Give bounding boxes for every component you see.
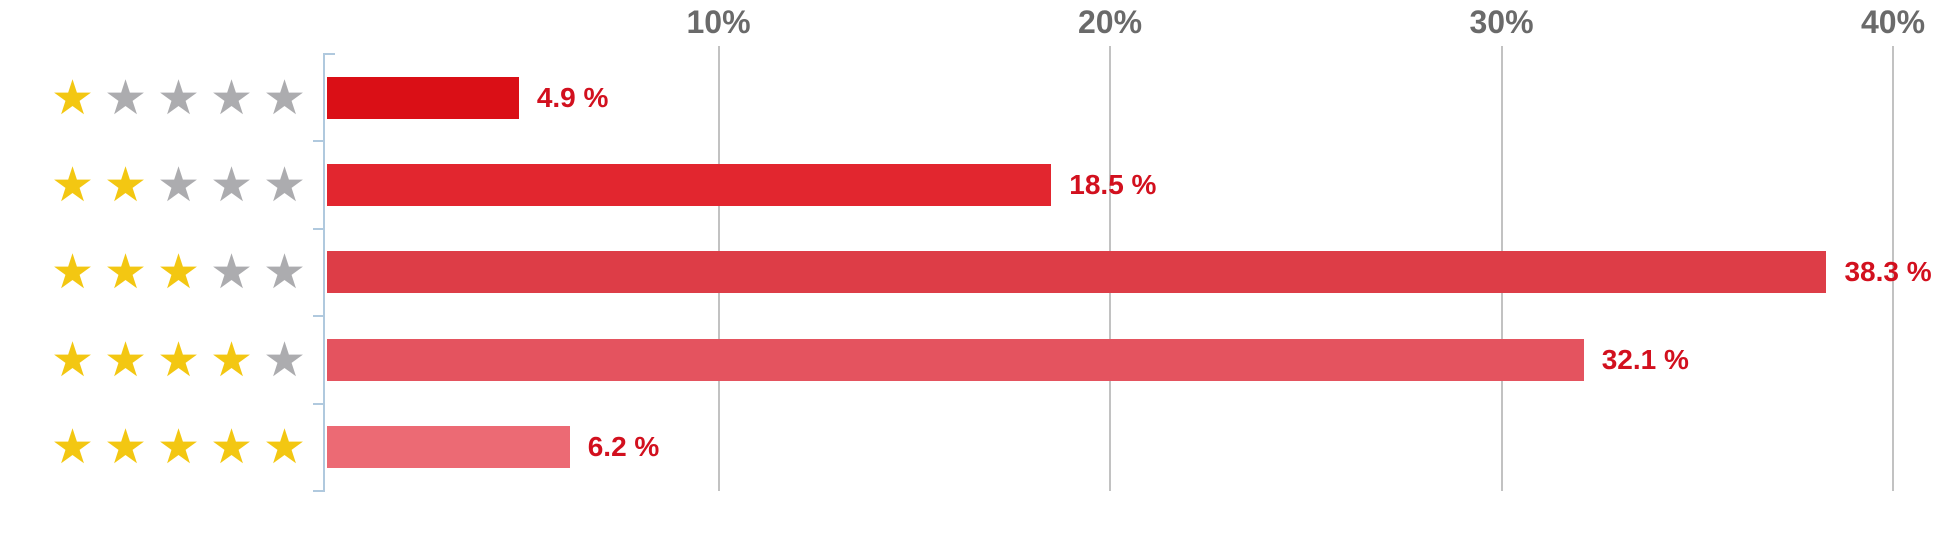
rating-row: ★ ★ ★ ★ ★ 32.1 % — [0, 316, 1950, 403]
star-filled-icon: ★ — [209, 331, 254, 388]
rating-row: ★ ★ ★ ★ ★ 38.3 % — [0, 229, 1950, 316]
star-rating: ★ ★ ★ ★ ★ — [46, 141, 311, 228]
axis-tick-label: 10% — [686, 4, 751, 40]
star-filled-icon: ★ — [103, 157, 148, 214]
star-filled-icon: ★ — [103, 331, 148, 388]
category-axis-tick — [313, 140, 325, 143]
star-filled-icon: ★ — [50, 419, 95, 476]
star-filled-icon: ★ — [156, 419, 201, 476]
star-empty-icon: ★ — [209, 69, 254, 126]
rating-bar — [327, 338, 1584, 381]
star-filled-icon: ★ — [50, 244, 95, 301]
star-empty-icon: ★ — [209, 244, 254, 301]
rating-row: ★ ★ ★ ★ ★ 6.2 % — [0, 404, 1950, 491]
category-axis-line — [323, 54, 325, 491]
bar-value-label: 18.5 % — [1069, 169, 1157, 201]
rating-bar — [327, 164, 1052, 207]
rating-bar — [327, 251, 1827, 294]
category-axis-tick — [323, 53, 335, 55]
axis-tick-label: 40% — [1860, 4, 1926, 40]
category-axis-tick — [313, 315, 325, 318]
bar-value-label: 6.2 % — [587, 431, 660, 463]
star-filled-icon: ★ — [103, 419, 148, 476]
star-empty-icon: ★ — [262, 157, 307, 214]
rating-row: ★ ★ ★ ★ ★ 18.5 % — [0, 141, 1950, 228]
category-axis-tick — [313, 490, 325, 492]
rating-row: ★ ★ ★ ★ ★ 4.9 % — [0, 54, 1950, 141]
axis-tick-label: 20% — [1077, 4, 1143, 40]
rating-bar — [327, 76, 519, 119]
star-empty-icon: ★ — [156, 157, 201, 214]
star-filled-icon: ★ — [103, 244, 148, 301]
star-empty-icon: ★ — [209, 157, 254, 214]
star-empty-icon: ★ — [262, 69, 307, 126]
bar-value-label: 38.3 % — [1844, 256, 1932, 288]
category-axis-tick — [313, 402, 325, 405]
star-filled-icon: ★ — [50, 331, 95, 388]
star-rating: ★ ★ ★ ★ ★ — [46, 404, 311, 491]
gridline — [1892, 46, 1894, 491]
star-filled-icon: ★ — [50, 157, 95, 214]
bar-value-label: 4.9 % — [536, 81, 609, 113]
star-filled-icon: ★ — [209, 419, 254, 476]
star-rating: ★ ★ ★ ★ ★ — [46, 54, 311, 141]
star-filled-icon: ★ — [50, 69, 95, 126]
star-empty-icon: ★ — [103, 69, 148, 126]
bar-value-label: 32.1 % — [1601, 343, 1689, 375]
star-filled-icon: ★ — [262, 419, 307, 476]
star-empty-icon: ★ — [262, 331, 307, 388]
axis-tick-label: 30% — [1469, 4, 1534, 40]
star-empty-icon: ★ — [262, 244, 307, 301]
rating-bar — [327, 426, 570, 469]
star-rating: ★ ★ ★ ★ ★ — [46, 229, 311, 316]
star-filled-icon: ★ — [156, 331, 201, 388]
star-empty-icon: ★ — [156, 69, 201, 126]
star-rating: ★ ★ ★ ★ ★ — [46, 316, 311, 403]
star-filled-icon: ★ — [156, 244, 201, 301]
category-axis-tick — [313, 227, 325, 230]
